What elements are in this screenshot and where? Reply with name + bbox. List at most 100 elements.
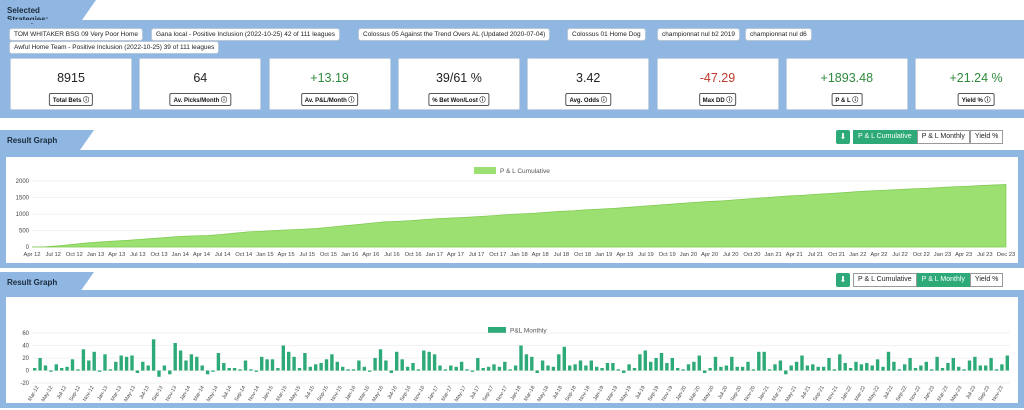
bar	[351, 369, 356, 371]
bar	[135, 370, 140, 373]
x-tick-label: Nov-12	[82, 385, 96, 403]
x-tick-label: Jan-20	[675, 385, 688, 402]
bar	[789, 365, 793, 371]
bar	[530, 356, 534, 371]
bar	[249, 369, 253, 371]
bar	[540, 360, 545, 371]
y-tick-label: 20	[22, 356, 29, 362]
x-tick-label: May-13	[123, 385, 137, 403]
bar	[859, 364, 864, 371]
info-circle-icon[interactable]: ⓘ	[850, 98, 859, 104]
bar	[189, 354, 194, 371]
x-tick-label: Jan 21	[764, 252, 781, 258]
tab-pl-cumulative[interactable]: P & L Cumulative	[853, 130, 917, 144]
bar	[513, 365, 518, 371]
x-tick-label: Apr 21	[786, 252, 803, 258]
stat-label: Av. Picks/Month ⓘ	[169, 93, 231, 106]
bar	[984, 365, 988, 371]
bar	[205, 370, 210, 375]
bar	[146, 365, 150, 371]
bar	[314, 364, 318, 371]
bar	[1005, 355, 1009, 371]
stat-label-text: Av. P&L/Month	[304, 98, 347, 104]
y-tick-label: 40	[22, 344, 29, 350]
strategy-chip[interactable]: Awful Home Team - Positive Inclusion (20…	[9, 41, 220, 54]
bar	[838, 354, 842, 371]
strategy-chip[interactable]: championnat nul b2 2019	[657, 28, 741, 41]
x-tick-label: Nov-17	[495, 385, 509, 403]
bar	[578, 360, 583, 371]
bar	[81, 349, 86, 371]
bar	[605, 363, 610, 371]
info-circle-icon[interactable]: ⓘ	[477, 98, 486, 104]
bar	[903, 364, 907, 371]
bar	[659, 353, 664, 371]
bar	[43, 365, 48, 371]
x-tick-label: Mar-14	[193, 385, 206, 402]
bar	[157, 370, 161, 377]
x-tick-label: Jul-17	[469, 385, 481, 400]
x-tick-label: Mar-23	[936, 385, 949, 402]
info-circle-icon[interactable]: ⓘ	[724, 98, 733, 104]
bar	[670, 358, 674, 371]
x-tick-label: Jan 20	[680, 252, 697, 258]
x-tick-label: Mar-15	[275, 385, 288, 402]
stat-label: P & L ⓘ	[831, 93, 863, 106]
info-circle-icon[interactable]: ⓘ	[599, 98, 607, 104]
strategy-chip[interactable]: Gana local - Positive Inclusion (2022-10…	[151, 28, 340, 41]
bar	[173, 343, 177, 371]
download-icon[interactable]: ⬇	[836, 130, 850, 144]
bar	[297, 368, 302, 371]
bar	[848, 368, 853, 371]
bar	[416, 369, 421, 371]
x-tick-label: Jul 18	[554, 252, 569, 258]
tab-pl-cumulative[interactable]: P & L Cumulative	[853, 273, 917, 287]
bar	[303, 353, 307, 371]
info-circle-icon[interactable]: ⓘ	[982, 98, 991, 104]
info-circle-icon[interactable]: ⓘ	[81, 98, 90, 104]
x-tick-label: Jul-20	[717, 385, 729, 400]
strategy-chip[interactable]: Colossus 01 Home Dog	[567, 28, 646, 41]
x-tick-label: Sep-13	[151, 385, 165, 403]
info-circle-icon[interactable]: ⓘ	[219, 98, 227, 104]
bar	[362, 366, 366, 371]
tab-pl-monthly[interactable]: P & L Monthly	[916, 273, 970, 287]
x-tick-label: May-12	[41, 385, 55, 403]
y-tick-label: 60	[22, 331, 29, 337]
stat-value: +21.24 %	[949, 71, 1003, 85]
strategy-chip[interactable]: championnat nul d6	[745, 28, 812, 41]
strategy-chip[interactable]: Colossus 05 Against the Trend Overs AL (…	[358, 28, 551, 41]
bar	[254, 370, 258, 372]
x-tick-label: Jul-13	[139, 385, 151, 400]
tab-pl-monthly[interactable]: P & L Monthly	[916, 130, 970, 144]
y-tick-label: 0	[26, 369, 30, 375]
stat-label: Total Bets ⓘ	[48, 93, 94, 106]
x-tick-label: Mar-20	[688, 385, 701, 402]
bar	[243, 360, 248, 371]
tab-yield[interactable]: Yield %	[969, 130, 1004, 144]
download-icon[interactable]: ⬇	[836, 273, 850, 287]
x-tick-label: Jan-22	[840, 385, 853, 402]
x-tick-label: Apr 13	[108, 252, 125, 258]
strategy-chip[interactable]: TOM WHITAKER BSG 09 Very Poor Home	[9, 28, 144, 41]
bar	[222, 363, 226, 371]
bar	[124, 356, 129, 371]
x-tick-label: Oct 14	[235, 252, 253, 258]
bar	[108, 369, 113, 371]
bar	[324, 359, 329, 371]
x-tick-label: Jan 14	[172, 252, 190, 258]
bar	[794, 361, 799, 371]
bar	[886, 351, 891, 371]
bar	[957, 366, 961, 371]
tab-yield[interactable]: Yield %	[969, 273, 1004, 287]
bar	[276, 368, 280, 371]
bar	[622, 370, 626, 373]
info-circle-icon[interactable]: ⓘ	[346, 98, 355, 104]
x-tick-label: Mar-13	[110, 385, 123, 402]
bar	[773, 364, 777, 371]
x-tick-label: Sep-14	[234, 385, 248, 403]
x-tick-label: Oct 19	[659, 252, 676, 258]
bar	[854, 361, 858, 371]
bar	[665, 363, 669, 371]
bar	[238, 369, 242, 371]
